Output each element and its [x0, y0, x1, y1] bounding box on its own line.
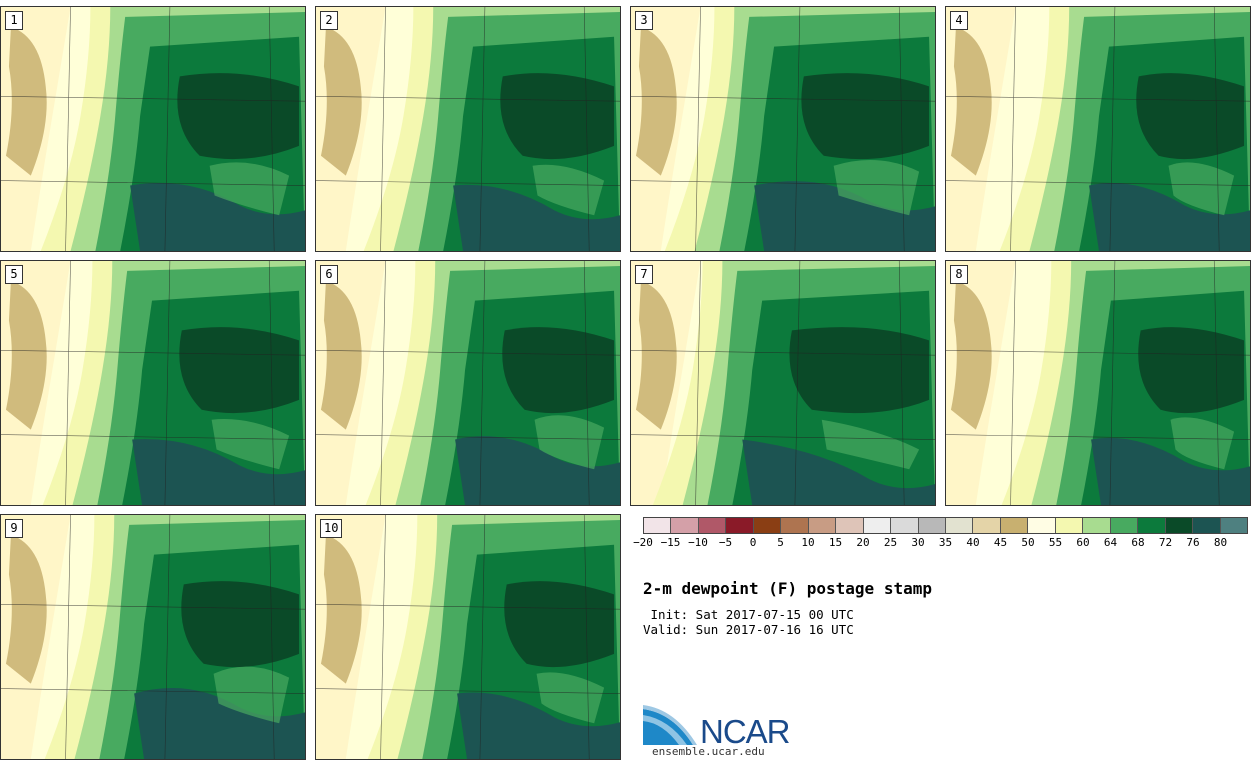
colorbar-segment: [1110, 518, 1139, 533]
stamp-panel-7: 7: [630, 260, 936, 506]
panel-label: 5: [5, 265, 23, 284]
stamp-panel-10: 10: [315, 514, 621, 760]
site-url: ensemble.ucar.edu: [652, 745, 765, 758]
panel-label: 1: [5, 11, 23, 30]
valid-time: Valid: Sun 2017-07-16 16 UTC: [643, 622, 854, 637]
plot-title: 2-m dewpoint (F) postage stamp: [643, 579, 932, 598]
colorbar-tick-label: 50: [1021, 536, 1035, 549]
colorbar-segment: [1165, 518, 1194, 533]
panel-label: 9: [5, 519, 23, 538]
ncar-logo-text: NCAR: [700, 713, 791, 750]
colorbar-tick-label: −15: [660, 536, 681, 549]
colorbar-segment: [1193, 518, 1221, 533]
colorbar-tick-label: 45: [993, 536, 1008, 549]
panel-label: 3: [635, 11, 653, 30]
colorbar-segment: [1083, 518, 1111, 533]
colorbar-segment: [1028, 518, 1056, 533]
panel-label: 2: [320, 11, 338, 30]
colorbar-tick-label: 80: [1213, 536, 1228, 549]
colorbar-tick-label: 64: [1103, 536, 1118, 549]
colorbar-segment: [1000, 518, 1029, 533]
panel-label: 8: [950, 265, 968, 284]
colorbar-tick-label: 25: [883, 536, 898, 549]
colorbar-tick-label: −20: [633, 536, 653, 549]
stamp-panel-9: 9: [0, 514, 306, 760]
colorbar-segment: [808, 518, 837, 533]
colorbar-segment: [863, 518, 892, 533]
colorbar-tick-label: 35: [938, 536, 953, 549]
colorbar-tick-label: 55: [1048, 536, 1063, 549]
stamp-panel-5: 5: [0, 260, 306, 506]
panel-label: 4: [950, 11, 968, 30]
colorbar-tick-label: 15: [828, 536, 843, 549]
colorbar-segment: [918, 518, 946, 533]
colorbar-tick-label: 76: [1186, 536, 1200, 549]
colorbar: [643, 517, 1248, 534]
colorbar-segment: [781, 518, 809, 533]
colorbar-segment: [1138, 518, 1166, 533]
colorbar-segment: [753, 518, 782, 533]
colorbar-segment: [671, 518, 699, 533]
panel-label: 7: [635, 265, 653, 284]
colorbar-segment: [698, 518, 727, 533]
colorbar-ticks: −20 −15 −10 −5 0 5 10 15 20 25 30 35 40 45 50 55 60 64 68 7…: [633, 536, 1248, 550]
colorbar-segment: [973, 518, 1001, 533]
colorbar-segment: [836, 518, 864, 533]
stamp-panel-6: 6: [315, 260, 621, 506]
colorbar-tick-label: −5: [718, 536, 733, 549]
colorbar-tick-label: 68: [1131, 536, 1145, 549]
panel-label: 10: [320, 519, 343, 538]
colorbar-tick-label: 5: [777, 536, 784, 549]
stamp-panel-4: 4: [945, 6, 1251, 252]
colorbar-segment: [726, 518, 754, 533]
colorbar-tick-label: 30: [911, 536, 925, 549]
colorbar-tick-label: 60: [1076, 536, 1090, 549]
colorbar-segment: [1055, 518, 1084, 533]
colorbar-segment: [891, 518, 919, 533]
init-time: Init: Sat 2017-07-15 00 UTC: [643, 607, 854, 622]
colorbar-tick-label: 0: [749, 536, 757, 549]
colorbar-tick-label: 72: [1158, 536, 1173, 549]
stamp-panel-8: 8: [945, 260, 1251, 506]
colorbar-tick-label: 20: [856, 536, 870, 549]
stamp-panel-2: 2: [315, 6, 621, 252]
colorbar-tick-label: −10: [688, 536, 708, 549]
panel-label: 6: [320, 265, 338, 284]
stamp-panel-1: 1: [0, 6, 306, 252]
colorbar-tick-label: 10: [801, 536, 815, 549]
colorbar-segment: [945, 518, 974, 533]
stamp-panel-3: 3: [630, 6, 936, 252]
colorbar-segment: [1220, 518, 1247, 533]
colorbar-tick-label: 40: [966, 536, 980, 549]
ncar-logo-icon: [643, 705, 697, 745]
colorbar-segment: [644, 518, 672, 533]
